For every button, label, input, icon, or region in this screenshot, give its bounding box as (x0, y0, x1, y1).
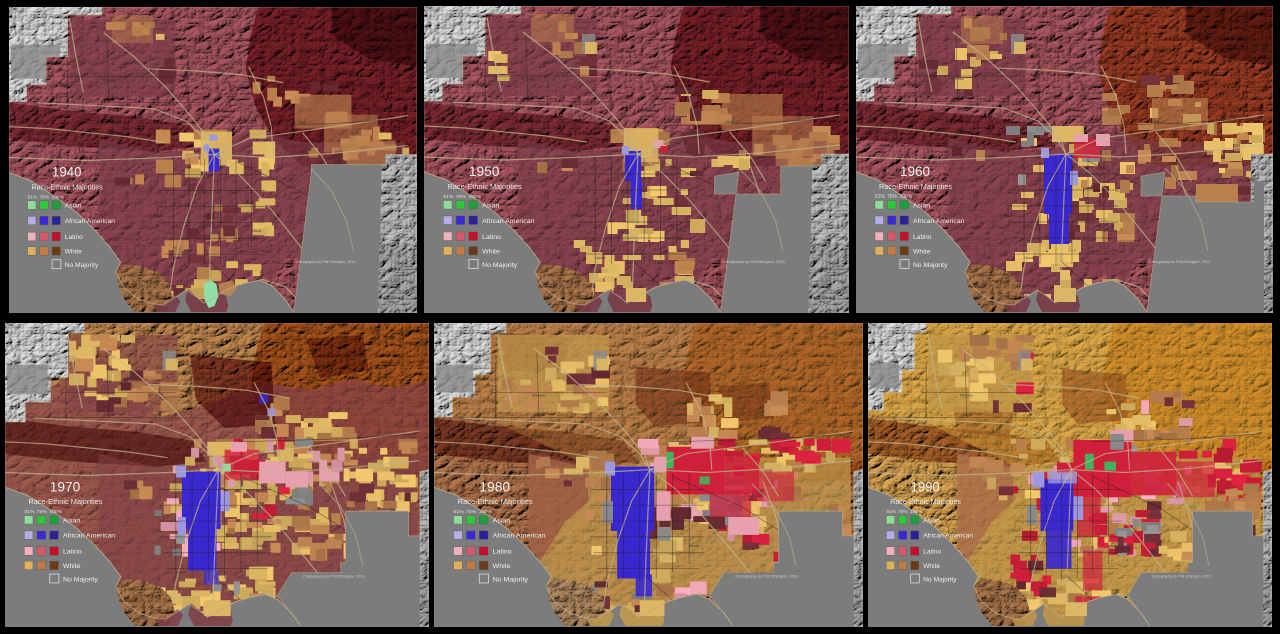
svg-text:75%: 75% (887, 194, 898, 200)
svg-text:Latino: Latino (913, 234, 932, 241)
svg-text:Sherman: Sherman (960, 393, 973, 397)
svg-text:100%: 100% (900, 194, 913, 200)
svg-text:Artesia: Artesia (252, 229, 262, 233)
svg-text:Cartography by Phil Ethington,: Cartography by Phil Ethington, 2013 (303, 575, 365, 579)
svg-text:No Majority: No Majority (482, 262, 518, 269)
svg-text:Latino: Latino (482, 234, 501, 241)
svg-text:Asian: Asian (65, 203, 82, 210)
svg-text:Carson: Carson (1024, 256, 1035, 260)
svg-text:1940: 1940 (52, 164, 81, 179)
svg-text:51%: 51% (886, 509, 896, 515)
svg-text:Race-Ethnic Majorities: Race-Ethnic Majorities (458, 497, 533, 506)
svg-text:75%: 75% (898, 509, 908, 515)
svg-text:White: White (493, 563, 511, 570)
svg-text:No Majority: No Majority (63, 577, 99, 584)
svg-text:African American: African American (923, 533, 973, 540)
svg-text:Race-Ethnic Majorities: Race-Ethnic Majorities (879, 182, 952, 191)
svg-text:African American: African American (482, 218, 535, 225)
svg-text:100%: 100% (468, 194, 482, 200)
svg-text:100%: 100% (49, 509, 63, 515)
svg-text:Cartography by Phil Ethington,: Cartography by Phil Ethington, 2013 (296, 260, 356, 264)
svg-text:1950: 1950 (469, 164, 500, 179)
svg-text:African American: African American (913, 218, 965, 225)
svg-text:No Majority: No Majority (913, 262, 948, 269)
svg-text:Artesia: Artesia (257, 544, 267, 548)
svg-text:100%: 100% (910, 509, 923, 515)
svg-text:Cartography by Phil Ethington,: Cartography by Phil Ethington, 2013 (723, 260, 785, 264)
svg-text:1970: 1970 (50, 479, 81, 494)
svg-text:51%: 51% (28, 194, 38, 200)
svg-text:Carson: Carson (607, 571, 618, 575)
svg-text:Race-Ethnic Majorities: Race-Ethnic Majorities (28, 497, 102, 506)
svg-text:White: White (923, 563, 940, 570)
svg-text:Race-Ethnic Majorities: Race-Ethnic Majorities (447, 182, 522, 191)
svg-text:Sherman: Sherman (532, 393, 546, 397)
svg-text:White: White (65, 248, 82, 255)
svg-text:No Majority: No Majority (493, 577, 529, 584)
svg-text:1980: 1980 (479, 480, 510, 495)
svg-text:51%: 51% (24, 509, 35, 515)
svg-text:100%: 100% (52, 194, 65, 200)
svg-text:Sherman: Sherman (102, 393, 115, 397)
svg-text:51%: 51% (454, 509, 465, 515)
svg-text:Valley: Valley (737, 436, 746, 440)
svg-text:No Majority: No Majority (923, 576, 957, 583)
svg-text:Carson: Carson (176, 571, 187, 575)
svg-text:Valley: Valley (1151, 120, 1160, 124)
svg-text:No Majority: No Majority (65, 262, 99, 269)
svg-text:75%: 75% (37, 509, 48, 515)
svg-text:Sherman: Sherman (102, 78, 115, 82)
svg-text:Cartography by Phil Ethington,: Cartography by Phil Ethington, 2013 (1149, 260, 1210, 264)
svg-text:African American: African American (493, 533, 546, 540)
svg-text:Cartography by Phil Ethington,: Cartography by Phil Ethington, 2013 (1152, 574, 1211, 578)
svg-text:Asian: Asian (913, 202, 930, 209)
svg-text:51%: 51% (443, 194, 454, 200)
svg-text:Carson: Carson (173, 256, 183, 260)
svg-text:Carson: Carson (1031, 570, 1041, 574)
svg-text:White: White (913, 248, 931, 255)
svg-text:75%: 75% (456, 194, 467, 200)
svg-text:Valley: Valley (298, 121, 307, 125)
svg-text:Latino: Latino (63, 549, 82, 556)
svg-text:Carson: Carson (595, 256, 606, 260)
svg-text:White: White (63, 563, 81, 570)
svg-text:Latino: Latino (65, 234, 83, 241)
svg-text:Asian: Asian (482, 202, 500, 209)
svg-text:75%: 75% (39, 194, 49, 200)
svg-text:1960: 1960 (900, 164, 930, 179)
svg-text:Asian: Asian (493, 517, 511, 524)
svg-text:White: White (482, 248, 500, 255)
svg-text:51%: 51% (875, 194, 886, 200)
svg-text:100%: 100% (479, 509, 493, 515)
svg-text:Race-Ethnic Majorities: Race-Ethnic Majorities (890, 498, 961, 506)
svg-text:Artesia: Artesia (677, 229, 687, 233)
svg-text:Sherman: Sherman (521, 77, 534, 81)
svg-text:Valley: Valley (725, 120, 734, 124)
svg-text:Race-Ethnic Majorities: Race-Ethnic Majorities (32, 182, 104, 191)
svg-text:African American: African American (65, 218, 115, 225)
svg-text:Sherman: Sherman (951, 77, 964, 81)
svg-text:Asian: Asian (63, 517, 80, 524)
svg-text:Asian: Asian (923, 517, 940, 524)
svg-text:Latino: Latino (923, 548, 941, 555)
svg-text:Artesia: Artesia (1104, 229, 1114, 233)
svg-text:Valley: Valley (305, 436, 314, 440)
svg-text:Cartography by Phil Ethington,: Cartography by Phil Ethington, 2013 (735, 575, 798, 579)
svg-text:Valley: Valley (1154, 436, 1163, 440)
svg-text:Artesia: Artesia (689, 544, 699, 548)
svg-text:75%: 75% (466, 509, 477, 515)
svg-text:African American: African American (63, 533, 115, 540)
svg-text:Latino: Latino (493, 549, 512, 556)
svg-text:1990: 1990 (911, 479, 940, 494)
svg-text:Artesia: Artesia (1108, 544, 1118, 548)
